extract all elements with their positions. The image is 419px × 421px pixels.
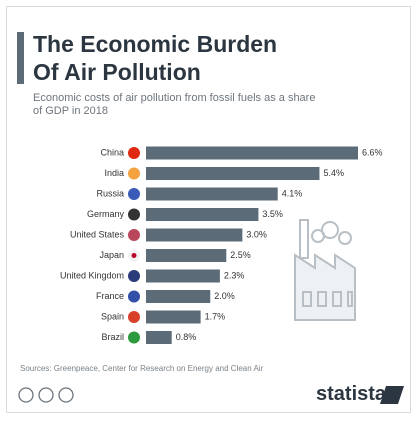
flags — [128, 147, 140, 344]
bar — [146, 208, 259, 221]
source: Sources: Greenpeace, Center for Research… — [20, 364, 264, 373]
factory-icon — [294, 219, 356, 321]
category-label: China — [100, 147, 124, 157]
value-label: 3.0% — [246, 229, 267, 239]
value-label: 2.5% — [230, 250, 251, 260]
flag — [128, 270, 140, 282]
value-label: 5.4% — [323, 168, 344, 178]
flag — [128, 208, 140, 221]
flag — [128, 290, 140, 303]
license-icons — [18, 387, 74, 403]
chart-title: The Economic Burden Of Air Pollution — [33, 31, 278, 85]
accent-bar — [17, 32, 24, 84]
bar — [146, 310, 201, 324]
category-label: India — [104, 168, 124, 178]
category-label: United States — [70, 229, 125, 239]
value-label: 1.7% — [205, 311, 226, 321]
flag — [128, 229, 140, 241]
value-label: 4.1% — [282, 188, 303, 198]
flag — [128, 167, 140, 180]
category-label: Germany — [87, 209, 125, 219]
category-label: Japan — [99, 250, 124, 260]
bar — [146, 331, 172, 344]
bar — [146, 146, 358, 160]
flag — [128, 311, 140, 323]
bar — [146, 290, 211, 303]
flag — [131, 253, 137, 258]
bar — [146, 249, 227, 262]
bar — [146, 167, 320, 180]
category-label: Spain — [101, 311, 124, 321]
bar — [146, 228, 243, 242]
category-label: United Kingdom — [60, 270, 124, 280]
flag — [128, 188, 140, 200]
category-label: France — [96, 291, 124, 301]
category-label: Russia — [96, 188, 124, 198]
bar — [146, 187, 278, 201]
brand-logo — [380, 386, 404, 404]
bar — [146, 269, 220, 283]
value-label: 0.8% — [176, 332, 197, 342]
value-label: 3.5% — [262, 209, 283, 219]
value-label: 2.3% — [224, 270, 245, 280]
flag — [128, 147, 140, 159]
value-label: 6.6% — [362, 147, 383, 157]
brand: statista — [316, 383, 387, 405]
category-label: Brazil — [101, 332, 124, 342]
value-label: 2.0% — [214, 291, 235, 301]
flag — [128, 331, 140, 344]
chart-subtitle: Economic costs of air pollution from fos… — [33, 92, 316, 117]
